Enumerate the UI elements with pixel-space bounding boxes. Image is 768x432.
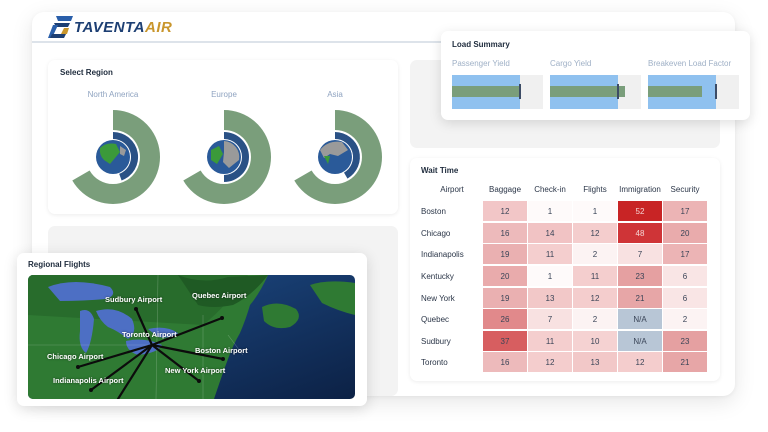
load-summary-card: Load Summary Passenger Yield Cargo Yield… (441, 31, 750, 120)
column-header-airport[interactable]: Airport (440, 185, 464, 194)
table-cell: N/A (618, 331, 662, 351)
table-cell: 2 (573, 309, 617, 329)
table-cell: 17 (663, 244, 707, 264)
wait-time-title: Wait Time (421, 166, 459, 175)
column-header-security[interactable]: Security (670, 185, 700, 194)
table-cell: 16 (483, 352, 527, 372)
table-cell: 13 (528, 288, 572, 308)
table-cell: 12 (483, 201, 527, 221)
table-cell: 26 (483, 309, 527, 329)
table-cell: 2 (573, 244, 617, 264)
route-toronto-sudbury (134, 307, 154, 347)
table-cell: 16 (483, 223, 527, 243)
region-asia[interactable]: Asia (280, 90, 390, 204)
bullet-label-cargo-yield: Cargo Yield (550, 59, 592, 68)
table-cell: 19 (483, 288, 527, 308)
table-cell: 12 (618, 352, 662, 372)
table-cell: 11 (573, 266, 617, 286)
table-cell: 2 (663, 309, 707, 329)
route-toronto-chicago (76, 343, 154, 369)
select-region-title: Select Region (60, 68, 113, 77)
table-cell: 12 (573, 288, 617, 308)
table-cell: 7 (618, 244, 662, 264)
row-airport-label: Chicago (421, 229, 451, 238)
table-cell: 6 (663, 266, 707, 286)
table-cell: 1 (528, 201, 572, 221)
table-cell: 21 (663, 352, 707, 372)
map-label-new-york[interactable]: New York Airport (165, 366, 226, 375)
table-cell: 1 (573, 201, 617, 221)
map-label-boston[interactable]: Boston Airport (195, 346, 248, 355)
region-label: Asia (327, 90, 343, 99)
table-cell: 1 (528, 266, 572, 286)
region-label: Europe (211, 90, 237, 99)
map-label-chicago[interactable]: Chicago Airport (47, 352, 104, 361)
column-header-baggage[interactable]: Baggage (488, 185, 522, 194)
map-label-indianapolis[interactable]: Indianapolis Airport (53, 376, 124, 385)
table-cell: 11 (528, 331, 572, 351)
bullet-label-passenger-yield: Passenger Yield (452, 59, 510, 68)
regional-flights-card: Regional Flights (17, 253, 367, 406)
bullet-chart-breakeven-load-factor[interactable] (648, 75, 739, 109)
row-airport-label: Sudbury (421, 337, 451, 346)
bullet-label-breakeven-load-factor: Breakeven Load Factor (648, 59, 732, 68)
app-header: TAVENTAAIR (32, 12, 735, 43)
map-background (28, 275, 355, 399)
table-cell: 23 (618, 266, 662, 286)
table-cell: 17 (663, 201, 707, 221)
column-header-immigration[interactable]: Immigration (619, 185, 661, 194)
map-label-sudbury[interactable]: Sudbury Airport (105, 295, 163, 304)
table-cell: 7 (528, 309, 572, 329)
table-cell: 52 (618, 201, 662, 221)
table-cell: 12 (528, 352, 572, 372)
map-label-toronto[interactable]: Toronto Airport (122, 330, 177, 339)
region-europe[interactable]: Europe (169, 90, 279, 204)
row-airport-label: Kentucky (421, 272, 454, 281)
table-cell: 48 (618, 223, 662, 243)
taventa-air-logo[interactable]: TAVENTAAIR (48, 15, 172, 39)
flight-routes (76, 307, 225, 399)
table-cell: 37 (483, 331, 527, 351)
map-label-quebec[interactable]: Quebec Airport (192, 291, 247, 300)
route-toronto-quebec (150, 316, 224, 347)
region-north-america[interactable]: North America (58, 90, 168, 204)
route-toronto-new-york (150, 343, 201, 383)
wait-time-card: Wait Time Airport Baggage Check-in Fligh… (410, 158, 720, 381)
table-cell: 21 (618, 288, 662, 308)
bullet-chart-passenger-yield[interactable] (452, 75, 543, 109)
load-summary-title: Load Summary (452, 40, 510, 49)
table-cell: 19 (483, 244, 527, 264)
route-toronto-kentucky (116, 343, 154, 399)
row-airport-label: Toronto (421, 358, 448, 367)
table-cell: 23 (663, 331, 707, 351)
select-region-card: Select Region North America Europe (48, 60, 398, 214)
row-airport-label: New York (421, 294, 455, 303)
table-cell: 20 (483, 266, 527, 286)
regional-flights-map[interactable]: Sudbury Airport Quebec Airport Toronto A… (28, 275, 355, 399)
region-label: North America (87, 90, 139, 99)
logo-mark-icon (48, 16, 73, 38)
table-cell: 11 (528, 244, 572, 264)
table-cell: 12 (573, 223, 617, 243)
region-donut-chart (294, 110, 383, 204)
route-toronto-indianapolis (89, 343, 154, 392)
row-airport-label: Boston (421, 207, 446, 216)
regional-flights-title: Regional Flights (28, 260, 91, 269)
bullet-chart-cargo-yield[interactable] (550, 75, 641, 109)
table-cell: 13 (573, 352, 617, 372)
table-cell: 10 (573, 331, 617, 351)
table-cell: 14 (528, 223, 572, 243)
column-header-flights[interactable]: Flights (583, 185, 607, 194)
route-toronto-boston (150, 343, 225, 361)
table-cell: 6 (663, 288, 707, 308)
region-donut-chart (72, 110, 161, 204)
row-airport-label: Quebec (421, 315, 450, 324)
table-cell: 20 (663, 223, 707, 243)
logo-wordmark: TAVENTAAIR (74, 18, 173, 36)
row-airport-label: Indianapolis (421, 250, 464, 259)
column-header-check-in[interactable]: Check-in (534, 185, 566, 194)
table-cell: N/A (618, 309, 662, 329)
region-donut-chart (183, 110, 272, 204)
